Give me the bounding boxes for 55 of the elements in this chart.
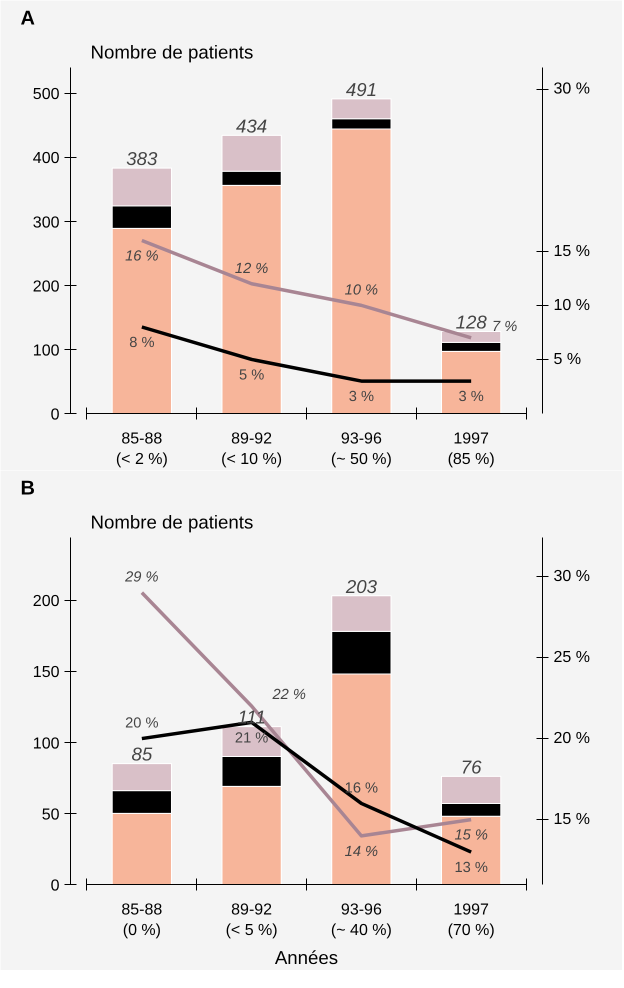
x-tick-label: 93-96 (~ 40 %) bbox=[330, 902, 392, 939]
x-tick-label: 93-96 (~ 50 %) bbox=[330, 430, 392, 468]
y-tick-label: 50 bbox=[42, 806, 60, 824]
y-tick-label: 0 bbox=[50, 406, 60, 424]
x-tick-label: 1997 (85 %) bbox=[448, 430, 495, 468]
y-tick-label: 200 bbox=[32, 593, 60, 610]
data-label: 13 % bbox=[454, 860, 488, 876]
x-tick-label: 85-88 (0 %) bbox=[121, 902, 162, 939]
y-tick-label: 400 bbox=[32, 150, 60, 168]
y-tick-label: 100 bbox=[32, 342, 60, 360]
y2-tick-label: 15 % bbox=[554, 242, 590, 260]
total-label: 76 bbox=[460, 756, 482, 778]
total-label: 85 bbox=[131, 744, 153, 765]
x-tick-label: 1997 (70 %) bbox=[448, 902, 495, 939]
y-tick-label: 200 bbox=[32, 278, 60, 296]
y-tick-label: 150 bbox=[32, 664, 60, 682]
chart-title: B bbox=[20, 478, 35, 500]
x-tick-label: 85-88 (< 2 %) bbox=[116, 430, 168, 468]
data-label: 16 % bbox=[344, 780, 378, 796]
data-label: 10 % bbox=[344, 282, 378, 298]
y-axis-title: Nombre de patients bbox=[90, 512, 254, 532]
data-label: 8 % bbox=[129, 335, 154, 351]
data-label: 5 % bbox=[238, 367, 264, 384]
y2-tick-label: 5 % bbox=[554, 350, 582, 368]
y2-tick-label: 20 % bbox=[554, 730, 590, 748]
x-tick-label: 89-92 (< 10 %) bbox=[221, 430, 282, 468]
y2-tick-label: 30 % bbox=[554, 568, 590, 585]
data-label: 15 % bbox=[454, 828, 488, 844]
data-label: 3 % bbox=[458, 389, 484, 406]
y-tick-label: 0 bbox=[50, 878, 60, 894]
data-label: 7 % bbox=[492, 318, 518, 335]
y2-tick-label: 15 % bbox=[554, 811, 590, 828]
y2-tick-label: 30 % bbox=[554, 80, 590, 98]
x-tick-label: 89-92 (< 5 %) bbox=[226, 902, 278, 939]
y-tick-label: 300 bbox=[32, 214, 60, 232]
data-label: 16 % bbox=[125, 248, 159, 264]
total-label: 434 bbox=[236, 115, 268, 136]
data-label: 29 % bbox=[124, 570, 159, 586]
data-label: 20 % bbox=[125, 716, 159, 732]
data-label: 12 % bbox=[234, 260, 268, 277]
data-label: 14 % bbox=[344, 844, 378, 860]
data-label: 22 % bbox=[271, 687, 306, 704]
data-label: 3 % bbox=[348, 389, 374, 406]
y-tick-label: 100 bbox=[32, 735, 60, 752]
total-label: 128 bbox=[456, 311, 488, 332]
chart-title: A bbox=[20, 8, 35, 30]
y2-tick-label: 10 % bbox=[554, 296, 590, 314]
y-axis-title: Nombre de patients bbox=[90, 42, 254, 62]
y2-tick-label: 25 % bbox=[554, 648, 590, 666]
data-label: 21 % bbox=[234, 730, 268, 746]
total-label: 383 bbox=[126, 148, 158, 170]
y-tick-label: 500 bbox=[32, 86, 60, 104]
x-axis-title: Années bbox=[274, 946, 338, 968]
total-label: 491 bbox=[346, 78, 377, 100]
total-label: 203 bbox=[344, 576, 378, 597]
